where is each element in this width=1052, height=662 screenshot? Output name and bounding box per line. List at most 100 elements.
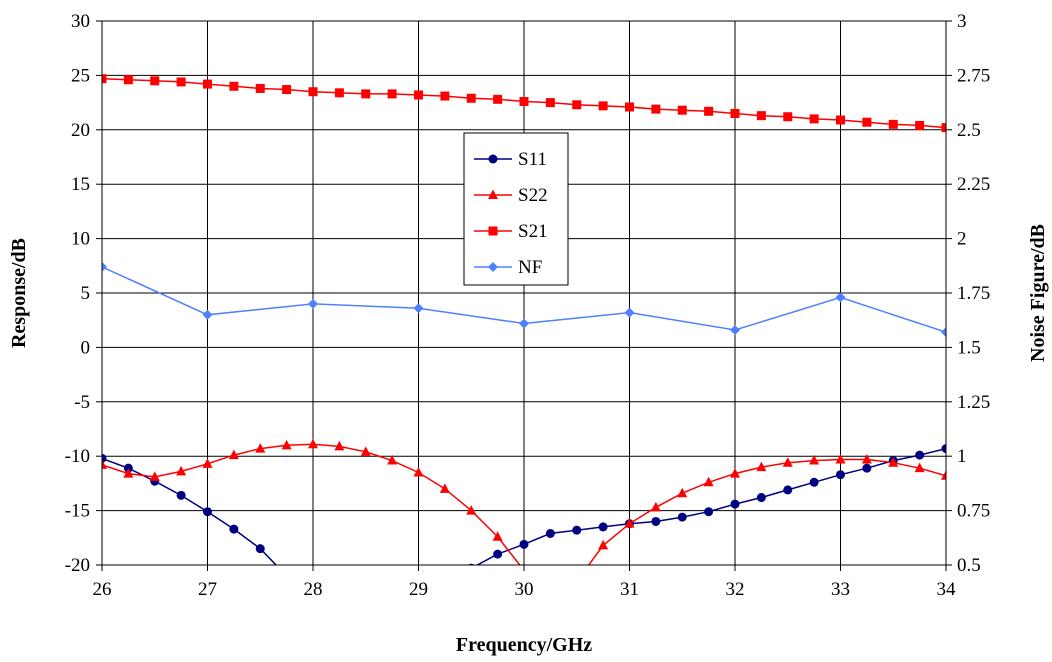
legend: S11 S22 S21 NF bbox=[463, 132, 569, 286]
data-point-s22 bbox=[123, 468, 134, 478]
series-nf bbox=[102, 261, 946, 338]
data-point-s22 bbox=[650, 501, 661, 512]
y-left-tick-label: 30 bbox=[71, 11, 90, 32]
data-point-s22 bbox=[572, 576, 582, 586]
data-point-s22 bbox=[730, 468, 740, 478]
legend-marker-nf bbox=[488, 262, 498, 272]
data-point-s11 bbox=[519, 539, 529, 549]
data-point-nf bbox=[102, 261, 107, 272]
series-line-s22 bbox=[102, 443, 946, 565]
data-point-s11 bbox=[335, 631, 344, 640]
data-point-s22 bbox=[941, 470, 946, 480]
y-right-tick-label: 2 bbox=[957, 229, 967, 250]
data-point-s22 bbox=[624, 518, 635, 528]
data-point-s21 bbox=[414, 90, 423, 100]
data-point-s21 bbox=[809, 114, 819, 124]
data-point-s21 bbox=[783, 112, 793, 122]
data-point-s22 bbox=[545, 598, 555, 608]
data-point-nf bbox=[624, 307, 635, 318]
y-left-tick-label: 20 bbox=[71, 120, 90, 141]
data-point-s11 bbox=[493, 549, 503, 559]
data-point-s11 bbox=[282, 571, 291, 580]
data-point-s21 bbox=[123, 75, 133, 85]
y-axis-left-title: Response/dB bbox=[8, 238, 30, 348]
series-s21 bbox=[102, 74, 946, 133]
data-point-s22 bbox=[255, 443, 266, 453]
data-point-s11 bbox=[704, 507, 714, 517]
y-axis-right-title: Noise Figure/dB bbox=[1027, 224, 1049, 362]
data-point-s11 bbox=[651, 516, 661, 526]
data-point-s11 bbox=[309, 604, 318, 613]
data-point-s22 bbox=[861, 453, 872, 464]
data-point-s21 bbox=[625, 102, 634, 112]
data-point-s22 bbox=[782, 457, 793, 467]
data-point-s11 bbox=[783, 485, 793, 495]
y-right-tick-label: 1.25 bbox=[957, 392, 990, 413]
data-point-s21 bbox=[651, 104, 661, 114]
data-point-s21 bbox=[334, 88, 344, 98]
data-point-s21 bbox=[282, 85, 292, 95]
x-tick-label: 27 bbox=[198, 579, 217, 600]
legend-label-nf: NF bbox=[518, 257, 542, 278]
y-left-tick-label: -20 bbox=[65, 555, 90, 576]
data-point-nf bbox=[835, 292, 846, 303]
y-left-tick-label: -10 bbox=[65, 446, 90, 467]
y-right-tick-label: 1 bbox=[957, 446, 967, 467]
data-point-s11 bbox=[941, 444, 946, 454]
data-point-s21 bbox=[466, 93, 476, 103]
data-point-s11 bbox=[255, 544, 265, 554]
data-point-s22 bbox=[308, 438, 318, 449]
x-axis-title: Frequency/GHz bbox=[456, 634, 592, 656]
data-point-s11 bbox=[388, 626, 397, 635]
data-point-nf bbox=[202, 309, 213, 320]
data-point-s22 bbox=[835, 453, 846, 464]
data-point-s11 bbox=[176, 490, 186, 500]
legend-marker-s11 bbox=[488, 154, 498, 164]
data-point-s22 bbox=[202, 458, 213, 468]
x-tick-label: 26 bbox=[93, 579, 112, 600]
x-tick-label: 34 bbox=[937, 579, 957, 600]
x-tick-label: 29 bbox=[409, 579, 428, 600]
data-point-s22 bbox=[149, 471, 160, 481]
data-point-s21 bbox=[677, 105, 687, 115]
data-point-s21 bbox=[519, 97, 529, 107]
y-left-tick-label: -5 bbox=[74, 392, 90, 413]
data-point-s11 bbox=[545, 528, 555, 538]
data-point-s21 bbox=[387, 89, 397, 99]
data-point-s11 bbox=[677, 512, 687, 522]
x-tick-label: 33 bbox=[831, 579, 850, 600]
y-right-tick-label: 1.5 bbox=[957, 337, 981, 358]
y-right-tick-label: 3 bbox=[957, 11, 967, 32]
data-point-s11 bbox=[440, 577, 449, 586]
data-point-s22 bbox=[360, 446, 371, 456]
data-point-s22 bbox=[888, 457, 899, 467]
legend-label-s22: S22 bbox=[518, 185, 548, 206]
x-tick-label: 28 bbox=[304, 579, 323, 600]
legend-marker-s21 bbox=[488, 226, 498, 236]
y-left-tick-label: 25 bbox=[71, 65, 90, 86]
series-layer bbox=[102, 74, 946, 640]
data-point-s11 bbox=[836, 470, 845, 480]
data-point-s22 bbox=[387, 455, 398, 465]
data-point-s21 bbox=[915, 120, 925, 130]
data-point-s11 bbox=[102, 453, 107, 463]
data-point-s21 bbox=[203, 79, 212, 89]
data-point-s21 bbox=[941, 123, 946, 133]
data-point-s11 bbox=[730, 499, 740, 509]
data-point-s22 bbox=[492, 531, 503, 541]
y-left-tick-label: 15 bbox=[71, 174, 90, 195]
y-right-tick-label: 1.75 bbox=[957, 283, 990, 304]
data-point-s22 bbox=[677, 487, 688, 498]
data-point-s22 bbox=[598, 539, 609, 550]
data-point-s21 bbox=[756, 111, 766, 121]
data-point-s11 bbox=[572, 525, 582, 535]
data-point-s22 bbox=[102, 459, 107, 469]
data-point-s21 bbox=[102, 74, 107, 84]
data-point-s21 bbox=[598, 101, 608, 111]
x-tick-label: 32 bbox=[726, 579, 745, 600]
data-point-s11 bbox=[862, 463, 872, 473]
data-point-s21 bbox=[440, 91, 450, 101]
y-right-tick-label: 0.75 bbox=[957, 501, 990, 522]
data-point-s21 bbox=[493, 94, 503, 104]
